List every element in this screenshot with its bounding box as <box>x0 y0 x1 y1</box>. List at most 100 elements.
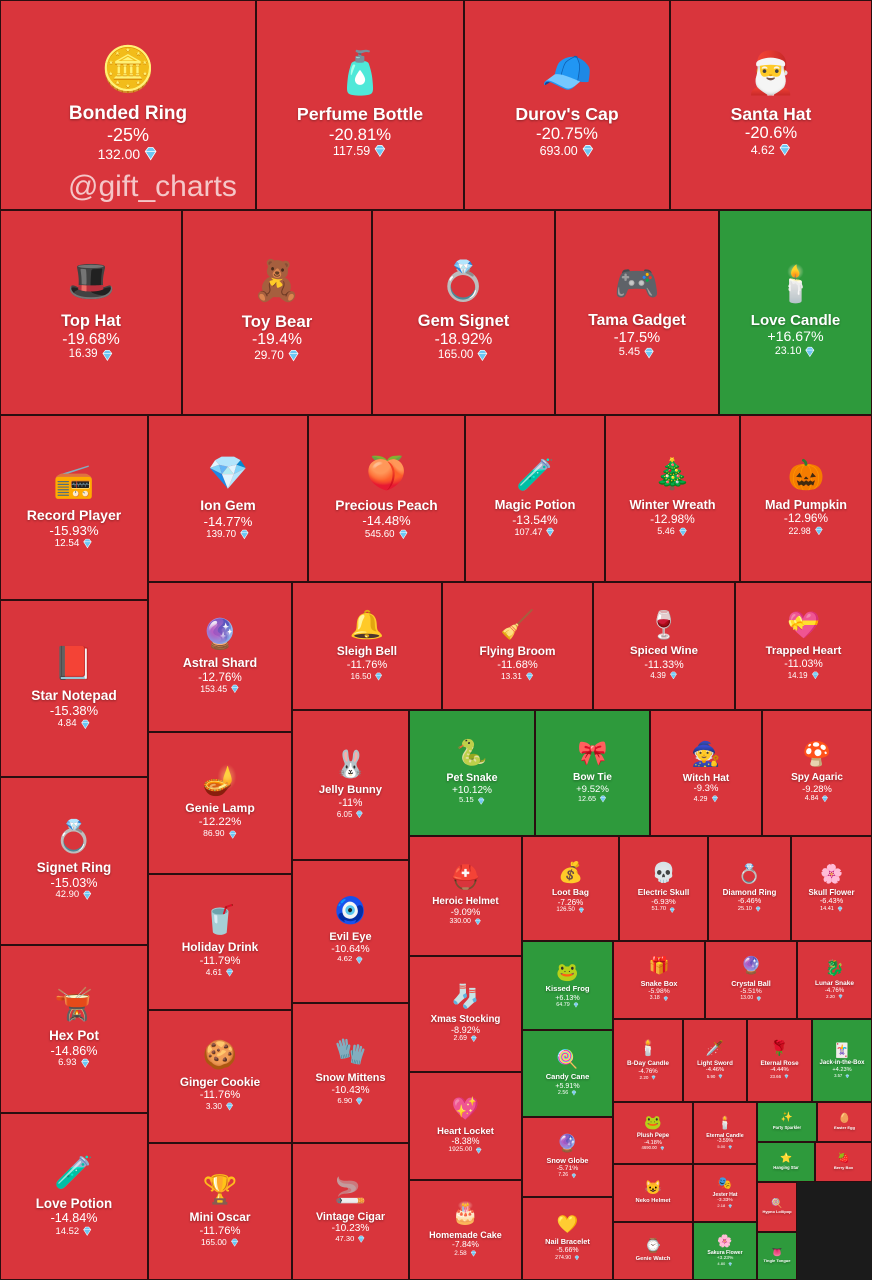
tile-genie-lamp: 🪔 Genie Lamp -12.22% 86.90 <box>148 732 292 874</box>
jack-in-the-box-icon: 🃏 <box>833 1041 851 1058</box>
tile-snow-globe: 🔮 Snow Globe -5.71% 7.26 <box>522 1117 613 1197</box>
tile-eternal-rose: 🌹 Eternal Rose -4.44% 23.66 <box>747 1019 812 1102</box>
tile-price-row: 5.90 <box>707 1074 723 1079</box>
diamond-icon <box>718 1074 723 1079</box>
genie-watch-icon: ⌚ <box>644 1238 662 1254</box>
toy-bear-icon: 🧸 <box>252 259 302 304</box>
tile-price: 2.20 <box>826 994 835 1000</box>
diamond-icon <box>669 907 675 913</box>
tile-price-row: 4.39 <box>650 671 678 680</box>
tile-price-row: 12.54 <box>55 538 94 549</box>
tile-change: -11.76% <box>346 658 388 671</box>
tile-name: Xmas Stocking <box>430 1013 501 1025</box>
tile-price: 25.10 <box>737 905 752 912</box>
tile-price: 13.00 <box>740 994 754 1001</box>
diamond-icon <box>822 795 829 803</box>
tile-change: -7.84% <box>452 1238 479 1249</box>
perfume-bottle-icon: 🧴 <box>333 48 387 96</box>
loot-bag-icon: 💰 <box>557 861 584 884</box>
tile-price: 693.00 <box>539 143 578 158</box>
tile-change: -4.46% <box>705 1067 725 1074</box>
record-player-icon: 📻 <box>53 463 95 501</box>
tile-name: Flying Broom <box>479 644 556 659</box>
spiced-wine-icon: 🍷 <box>647 609 681 640</box>
tile-change: -11.68% <box>497 658 538 671</box>
tile-change: -7.26% <box>557 897 584 907</box>
diamond-icon <box>845 1074 850 1079</box>
diamond-icon <box>571 1173 577 1179</box>
tile-price-row: 4.84 <box>58 718 91 729</box>
tile-easter-egg: 🥚 Easter Egg <box>817 1102 872 1142</box>
tile-price-row: 2.69 <box>454 1035 478 1043</box>
tile-name: Love Candle <box>750 311 841 329</box>
tile-price-row: 14.19 <box>788 671 820 680</box>
diamond-icon <box>837 906 843 912</box>
eternal-rose-icon: 🌹 <box>770 1040 789 1057</box>
genie-lamp-icon: 🪔 <box>202 764 238 797</box>
tile-name: Candy Cane <box>545 1072 590 1082</box>
tile-price: 2.58 <box>454 1249 467 1257</box>
tile-pet-snake: 🐍 Pet Snake +10.12% 5.15 <box>409 710 535 836</box>
tile-price-row: 274.90 <box>555 1255 580 1261</box>
tama-gadget-icon: 🎮 <box>614 262 660 304</box>
diamond-icon <box>652 1075 656 1080</box>
love-candle-icon: 🕯️ <box>773 264 818 305</box>
tile-tingle-tongue: 👅 Tingle Tongue <box>757 1232 797 1280</box>
diamond-icon <box>578 907 584 914</box>
tile-name: Crystal Ball <box>731 978 771 988</box>
electric-skull-icon: 💀 <box>651 862 676 884</box>
tile-change: -8.92% <box>451 1024 480 1035</box>
tile-change: -12.96% <box>783 511 829 526</box>
tile-change: -4.18% <box>644 1139 662 1146</box>
tile-price: 126.50 <box>556 907 575 914</box>
tile-change: -17.5% <box>613 329 661 346</box>
tile-price-row: 5.15 <box>459 796 485 805</box>
tile-price-row: 4690.00 <box>642 1145 665 1151</box>
tile-name: Easter Egg <box>834 1124 855 1130</box>
tile-change: +16.67% <box>767 329 824 346</box>
tile-price-row: 16.50 <box>351 671 384 682</box>
tile-name: Vintage Cigar <box>315 1210 386 1223</box>
tile-price-row: 4.80 <box>717 1261 733 1267</box>
diamond-ring-icon: 💍 <box>737 862 762 884</box>
diamond-icon <box>600 796 607 803</box>
tile-bow-tie: 🎀 Bow Tie +9.52% 12.65 <box>535 710 650 836</box>
tile-price-row: 1925.00 <box>448 1146 482 1154</box>
tile-price: 3.18 <box>649 994 660 1001</box>
tile-signet-ring: 💍 Signet Ring -15.03% 42.90 <box>0 777 148 945</box>
tile-loot-bag: 💰 Loot Bag -7.26% 126.50 <box>522 836 619 941</box>
tile-change: -11.33% <box>644 658 684 671</box>
tile-price-row: 2.58 <box>454 1250 476 1257</box>
diamond-icon <box>356 956 363 964</box>
jelly-bunny-icon: 🐰 <box>334 749 367 780</box>
tile-price-row: 4.84 <box>805 795 829 803</box>
tile-name: Holiday Drink <box>181 940 259 955</box>
tile-price: 117.59 <box>332 143 371 158</box>
tile-name: Genie Watch <box>635 1256 671 1263</box>
tile-name: Heart Locket <box>437 1124 494 1136</box>
diamond-icon <box>230 1238 238 1247</box>
tile-price-row: 139.70 <box>206 529 250 540</box>
tile-price: 132.00 <box>97 145 141 162</box>
tile-price: 2.69 <box>453 1035 467 1043</box>
tile-change: -11.76% <box>199 1224 241 1237</box>
tile-change: -9.09% <box>450 906 481 917</box>
diamond-icon <box>356 1097 363 1105</box>
tile-name: Heroic Helmet <box>432 895 499 907</box>
diamond-icon <box>477 349 488 361</box>
diamond-icon <box>83 1226 92 1236</box>
tile-change: -15.93% <box>49 522 99 538</box>
tile-price: 12.65 <box>577 794 597 804</box>
tile-name: Loot Bag <box>551 887 590 898</box>
diamond-icon <box>83 539 93 549</box>
tile-snow-mittens: 🧤 Snow Mittens -10.43% 6.90 <box>292 1003 409 1143</box>
tile-spy-agaric: 🍄 Spy Agaric -9.28% 4.84 <box>762 710 872 836</box>
tile-plush-pepe: 🐸 Plush Pepe -4.18% 4690.00 <box>613 1102 693 1164</box>
diamond-icon <box>756 996 761 1002</box>
tile-price: 13.31 <box>500 670 522 681</box>
tile-change: -12.98% <box>650 511 695 526</box>
tile-name: Eternal Rose <box>760 1060 799 1068</box>
tile-name: Berry Box <box>833 1164 854 1170</box>
tile-jack-in-the-box: 🃏 Jack-in-the-Box +4.23% 3.57 <box>812 1019 872 1102</box>
nail-bracelet-icon: 💛 <box>556 1214 579 1235</box>
